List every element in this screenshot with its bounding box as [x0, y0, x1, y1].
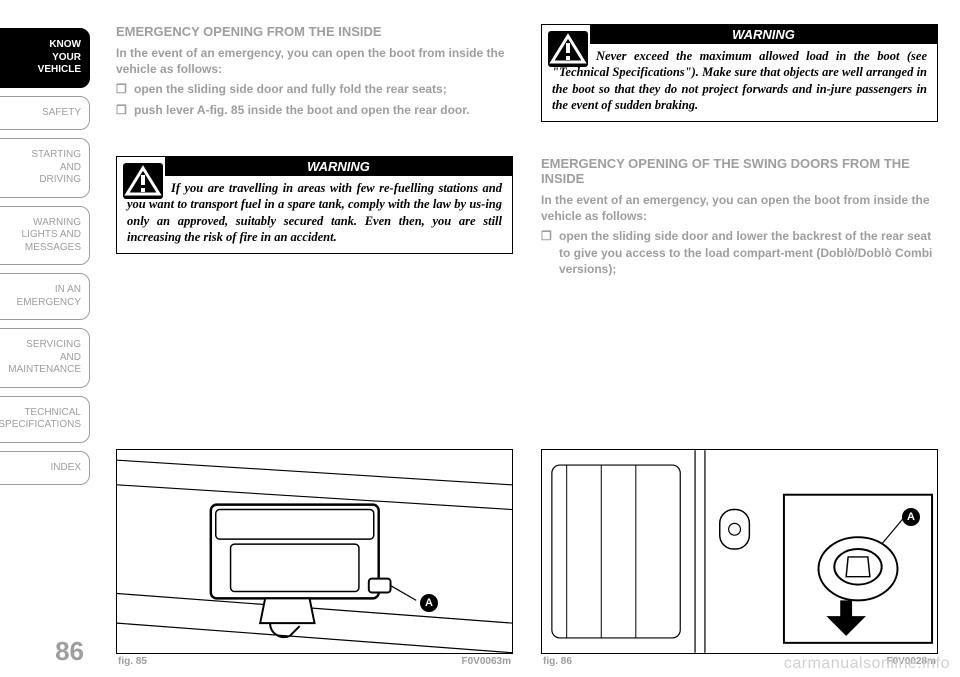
- nav-servicing[interactable]: SERVICINGANDMAINTENANCE: [0, 328, 90, 388]
- nav-label: KNOWYOURVEHICLE: [38, 39, 81, 75]
- figure-85-illustration: [117, 450, 512, 653]
- warning-box: WARNING Never exceed the maximum allowed…: [541, 24, 938, 122]
- list-item: open the sliding side door and lower the…: [541, 228, 938, 277]
- nav-safety[interactable]: SAFETY: [0, 96, 90, 131]
- section-title: EMERGENCY OPENING OF THE SWING DOORS FRO…: [541, 156, 938, 186]
- figure-86: A fig. 86 F0V0028m: [541, 449, 938, 667]
- nav-technical[interactable]: TECHNICALSPECIFICATIONS: [0, 396, 90, 443]
- figure-caption: fig. 85 F0V0063m: [116, 654, 513, 667]
- section-swing-doors: EMERGENCY OPENING OF THE SWING DOORS FRO…: [541, 156, 938, 281]
- list-item: open the sliding side door and fully fol…: [116, 81, 513, 97]
- nav-label: IN ANEMERGENCY: [17, 284, 81, 308]
- nav-emergency[interactable]: IN ANEMERGENCY: [0, 273, 90, 320]
- figures-row: A fig. 85 F0V0063m: [116, 289, 938, 667]
- nav-label: INDEX: [50, 462, 81, 473]
- section-intro: In the event of an emergency, you can op…: [116, 45, 513, 77]
- nav-label: TECHNICALSPECIFICATIONS: [0, 407, 81, 431]
- watermark: carmanualsonline.info: [784, 655, 950, 673]
- section-title: EMERGENCY OPENING FROM THE INSIDE: [116, 24, 513, 39]
- nav-warning-lights[interactable]: WARNINGLIGHTS ANDMESSAGES: [0, 206, 90, 266]
- nav-know-your-vehicle[interactable]: KNOWYOURVEHICLE: [0, 28, 90, 88]
- warning-load: WARNING Never exceed the maximum allowed…: [541, 24, 938, 122]
- nav-label: SERVICINGANDMAINTENANCE: [8, 339, 81, 375]
- page-number: 86: [0, 636, 90, 667]
- nav-starting-driving[interactable]: STARTINGANDDRIVING: [0, 138, 90, 198]
- content-area: EMERGENCY OPENING FROM THE INSIDE In the…: [90, 0, 960, 677]
- figure-label: fig. 86: [543, 656, 572, 667]
- bullet-list: open the sliding side door and lower the…: [541, 228, 938, 277]
- warning-triangle-icon: [548, 31, 588, 67]
- figure-frame: A: [541, 449, 938, 654]
- warning-fuel: WARNING If you are travelling in areas w…: [116, 156, 513, 281]
- bullet-list: open the sliding side door and fully fol…: [116, 81, 513, 117]
- warning-header: WARNING: [165, 157, 512, 176]
- figure-85: A fig. 85 F0V0063m: [116, 449, 513, 667]
- sidebar: KNOWYOURVEHICLE SAFETY STARTINGANDDRIVIN…: [0, 0, 90, 677]
- figure-code: F0V0063m: [462, 656, 511, 667]
- section-intro: In the event of an emergency, you can op…: [541, 192, 938, 224]
- label-dot-a: A: [420, 594, 438, 612]
- label-dot-a: A: [902, 508, 920, 526]
- figure-86-illustration: [542, 450, 937, 653]
- figure-label: fig. 85: [118, 656, 147, 667]
- figure-frame: A: [116, 449, 513, 654]
- nav-index[interactable]: INDEX: [0, 451, 90, 486]
- nav-label: STARTINGANDDRIVING: [31, 149, 81, 185]
- section-emergency-opening-inside: EMERGENCY OPENING FROM THE INSIDE In the…: [116, 24, 513, 122]
- list-item: push lever A-fig. 85 inside the boot and…: [116, 102, 513, 118]
- page: KNOWYOURVEHICLE SAFETY STARTINGANDDRIVIN…: [0, 0, 960, 677]
- warning-box: WARNING If you are travelling in areas w…: [116, 156, 513, 254]
- warning-header: WARNING: [590, 25, 937, 44]
- nav-label: WARNINGLIGHTS ANDMESSAGES: [22, 217, 81, 253]
- warning-text: Never exceed the maximum allowed load in…: [542, 44, 937, 121]
- warning-triangle-icon: [123, 163, 163, 199]
- warning-text: If you are travelling in areas with few …: [117, 176, 512, 253]
- nav-label: SAFETY: [42, 107, 81, 118]
